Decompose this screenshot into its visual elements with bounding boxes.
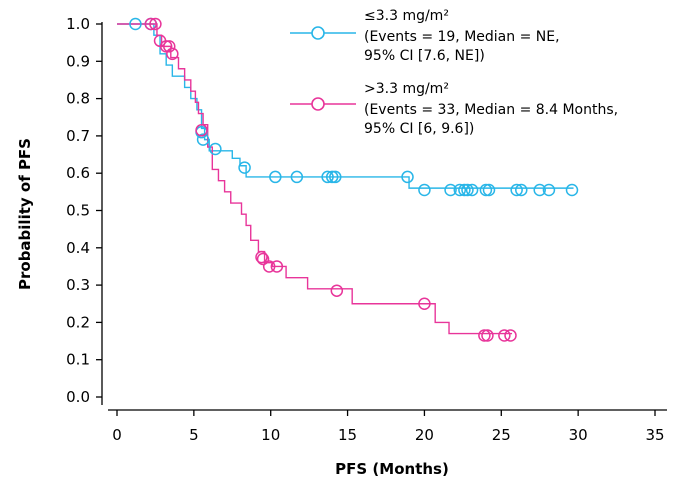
x-tick-label: 30 (569, 426, 588, 444)
censor-mark-high-dose (330, 284, 344, 297)
censor-mark-high-dose (159, 40, 173, 53)
censor-mark-high-dose (481, 329, 494, 342)
y-tick-label: 0.5 (66, 202, 90, 220)
censor-mark-low-dose (533, 183, 546, 197)
legend-label-low-dose: ≤3.3 mg/m² (364, 8, 449, 24)
censor-mark-low-dose (465, 183, 479, 197)
x-tick-label: 20 (415, 426, 434, 444)
censor-mark-high-dose (256, 252, 270, 266)
censor-mark-high-dose (149, 17, 162, 31)
censor-mark-low-dose (401, 170, 414, 184)
censor-mark-high-dose (504, 329, 517, 342)
legend-detail-high-dose-1: (Events = 33, Median = 8.4 Months, (364, 102, 618, 118)
legend-detail-high-dose-2: 95% CI [6, 9.6]) (364, 121, 474, 137)
censor-mark-low-dose (290, 170, 304, 184)
x-tick-label: 25 (492, 426, 511, 444)
censor-mark-low-dose (238, 161, 251, 174)
legend-label-high-dose: >3.3 mg/m² (364, 81, 449, 97)
censor-mark-low-dose (196, 133, 210, 146)
legend-marker-low-dose (311, 26, 325, 40)
x-axis-title: PFS (Months) (335, 460, 449, 478)
censor-mark-low-dose (515, 183, 528, 197)
y-tick-label: 0.0 (66, 388, 90, 406)
censor-mark-low-dose (209, 142, 222, 156)
y-tick-label: 0.9 (66, 52, 90, 70)
censor-mark-high-dose (498, 329, 511, 342)
censor-mark-low-dose (129, 17, 142, 31)
x-tick-label: 0 (112, 426, 122, 444)
censor-mark-high-dose (262, 260, 276, 273)
censor-mark-low-dose (269, 170, 282, 184)
censor-mark-low-dose (418, 183, 431, 197)
y-tick-label: 0.6 (66, 164, 90, 182)
censor-mark-high-dose (418, 297, 431, 310)
censor-mark-low-dose (461, 183, 474, 197)
y-tick-label: 0.4 (66, 239, 90, 257)
censor-mark-low-dose (482, 183, 496, 197)
y-axis-title: Probability of PFS (16, 138, 34, 290)
censor-mark-high-dose (270, 260, 284, 273)
censor-mark-low-dose (458, 183, 471, 197)
legend-entry-low-dose: ≤3.3 mg/m² (Events = 19, Median = NE, 95… (290, 8, 560, 64)
y-tick-label: 0.3 (66, 276, 90, 294)
x-tick-label: 15 (338, 426, 357, 444)
censor-mark-high-dose (144, 17, 158, 31)
x-tick-label: 35 (645, 426, 664, 444)
legend-marker-high-dose (311, 97, 325, 111)
y-ticks: 0.0 0.1 0.2 0.3 0.4 0.5 0.6 0.7 0.8 0.9 1.0 (66, 15, 102, 406)
series-line-low-dose (117, 23, 574, 189)
censor-mark-high-dose (478, 329, 491, 342)
x-tick-label: 5 (189, 426, 199, 444)
censor-mark-low-dose (479, 183, 493, 197)
y-tick-label: 0.2 (66, 313, 90, 331)
censor-mark-high-dose (166, 47, 179, 61)
censor-mark-high-dose (195, 124, 208, 137)
censor-mark-low-dose (453, 183, 467, 197)
censor-mark-low-dose (510, 183, 523, 197)
y-tick-label: 0.7 (66, 127, 90, 145)
y-tick-label: 0.8 (66, 90, 90, 108)
x-tick-label: 10 (261, 426, 280, 444)
censor-mark-low-dose (329, 170, 342, 184)
series-line-high-dose (117, 23, 513, 335)
y-tick-label: 1.0 (66, 15, 90, 33)
censor-mark-low-dose (325, 170, 339, 184)
legend-detail-low-dose-1: (Events = 19, Median = NE, (364, 29, 560, 45)
censor-mark-high-dose (163, 40, 176, 53)
censor-mark-low-dose (321, 170, 334, 184)
censor-mark-low-dose (542, 183, 556, 197)
y-tick-label: 0.1 (66, 351, 90, 369)
legend-detail-low-dose-2: 95% CI [7.6, NE]) (364, 48, 485, 64)
plot-area (117, 17, 579, 342)
censor-mark-low-dose (444, 183, 457, 197)
x-ticks: 0 5 10 15 20 25 30 35 (112, 410, 665, 444)
censor-mark-high-dose (255, 250, 268, 264)
legend: ≤3.3 mg/m² (Events = 19, Median = NE, 95… (290, 8, 618, 137)
legend-entry-high-dose: >3.3 mg/m² (Events = 33, Median = 8.4 Mo… (290, 81, 618, 137)
censor-mark-low-dose (565, 183, 579, 197)
